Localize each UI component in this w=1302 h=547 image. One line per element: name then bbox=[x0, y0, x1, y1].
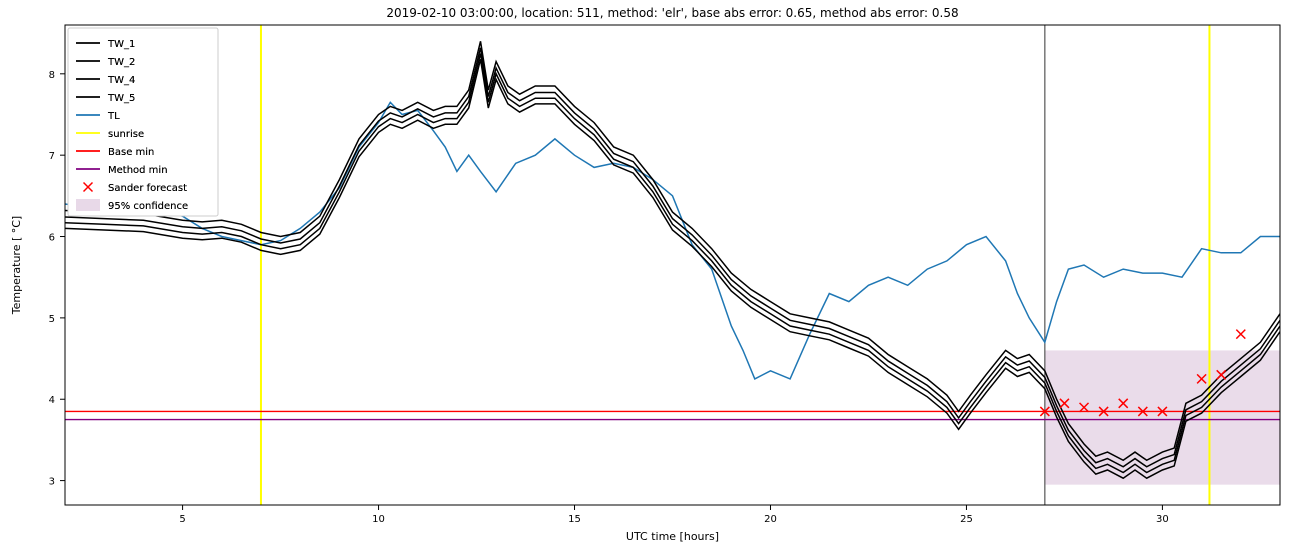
x-tick-label: 30 bbox=[1156, 514, 1169, 525]
y-tick-label: 3 bbox=[49, 477, 55, 488]
x-tick-label: 25 bbox=[960, 514, 973, 525]
legend-label: Base min bbox=[108, 147, 154, 158]
y-tick-label: 8 bbox=[49, 70, 55, 81]
x-axis-label: UTC time [hours] bbox=[626, 530, 719, 543]
chart-container: 5 10 15 20 25 30 3 4 5 6 7 8 UTC time [hours] Tempera… bbox=[0, 0, 1302, 547]
legend-label: TW_2 bbox=[107, 57, 135, 68]
x-tick-label: 10 bbox=[372, 514, 385, 525]
legend-label: TL bbox=[107, 111, 120, 122]
legend-label: sunrise bbox=[108, 129, 144, 140]
x-tick-label: 20 bbox=[764, 514, 777, 525]
y-tick-label: 5 bbox=[49, 314, 55, 325]
legend-label: Method min bbox=[108, 165, 168, 176]
legend-label: TW_4 bbox=[107, 75, 135, 86]
x-tick-label: 5 bbox=[179, 514, 185, 525]
legend-label: TW_5 bbox=[107, 93, 135, 104]
y-tick-label: 7 bbox=[49, 151, 55, 162]
y-axis-label: Temperature [ °C] bbox=[10, 216, 23, 315]
legend-label: Sander forecast bbox=[108, 183, 187, 194]
line-chart: 5 10 15 20 25 30 3 4 5 6 7 8 UTC time [hours] Tempera… bbox=[0, 0, 1302, 547]
legend-label: 95% confidence bbox=[108, 201, 188, 212]
y-tick-label: 4 bbox=[49, 395, 55, 406]
chart-title: 2019-02-10 03:00:00, location: 511, meth… bbox=[386, 6, 958, 20]
y-tick-label: 6 bbox=[49, 233, 55, 244]
x-tick-label: 15 bbox=[568, 514, 581, 525]
legend-label: TW_1 bbox=[107, 39, 135, 50]
